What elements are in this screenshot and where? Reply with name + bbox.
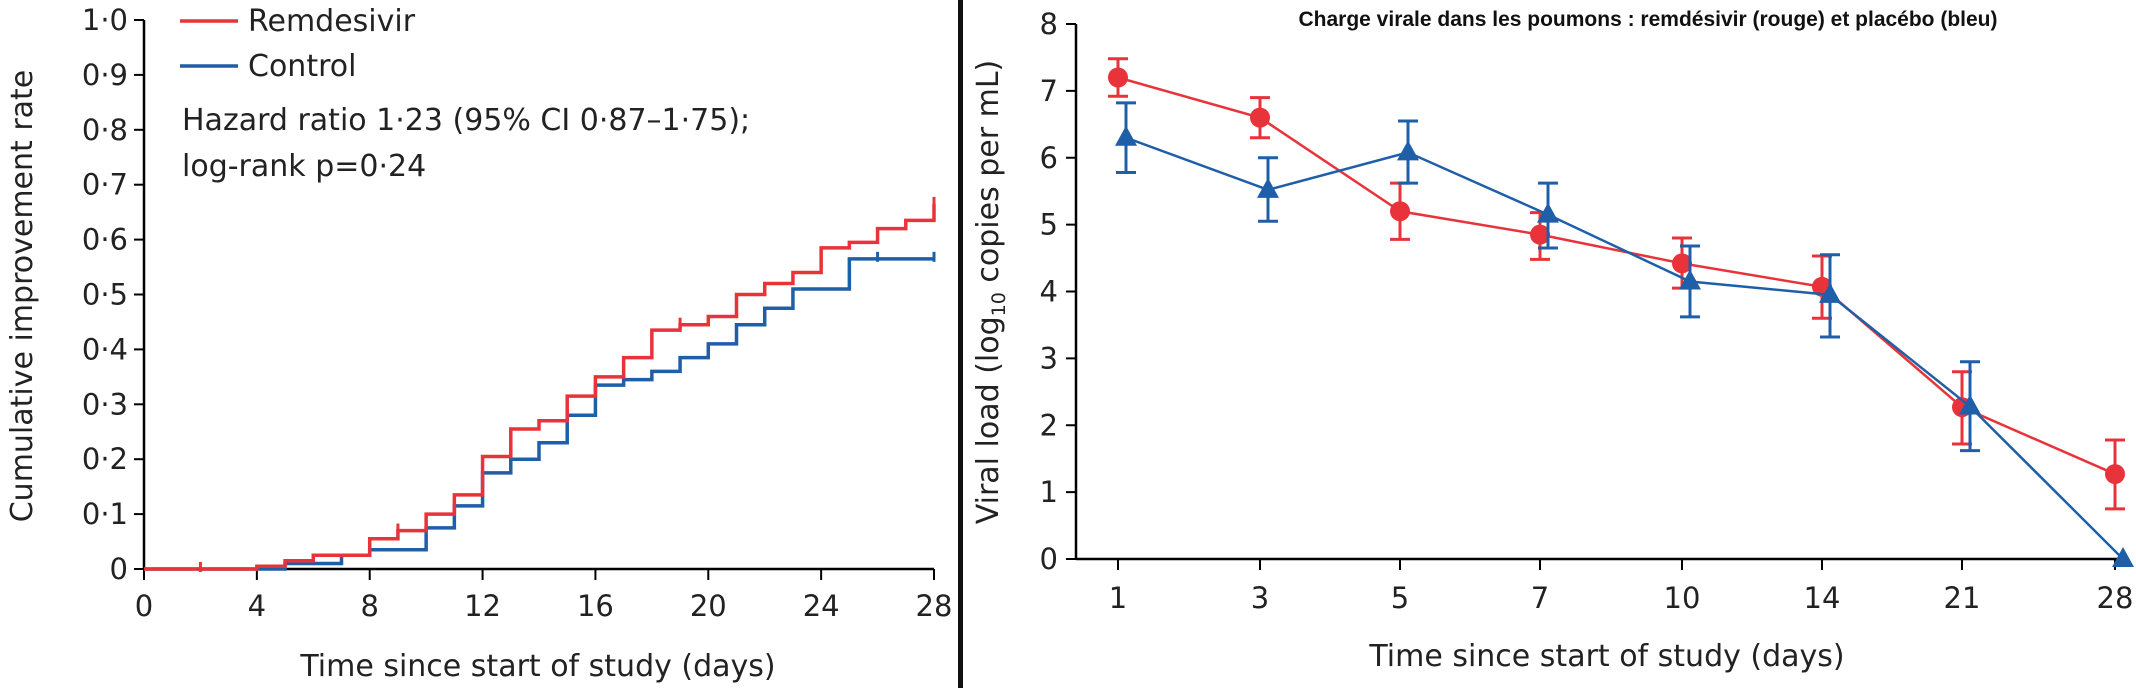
km-series <box>144 196 936 572</box>
vl-x-tick-label: 5 <box>1391 581 1409 615</box>
vl-x-tick-label: 10 <box>1664 581 1701 615</box>
km-y-axis-label: Cumulative improvement rate <box>5 70 40 523</box>
legend-label-control: Control <box>248 49 356 84</box>
vl-y-ticks: 0 1 2 3 4 5 6 7 8 <box>1040 7 1076 576</box>
km-line-control <box>144 257 934 571</box>
vl-y-axis-label: Viral load (log10 copies per mL) <box>971 60 1010 524</box>
vl-y-tick-label: 0 <box>1040 542 1058 576</box>
vl-series <box>1108 57 2134 567</box>
km-y-tick-label: 0·6 <box>82 223 128 257</box>
panel-divider <box>958 0 963 688</box>
vl-point-circle <box>1530 224 1550 245</box>
legend-label-remdesivir: Remdesivir <box>248 4 416 39</box>
km-x-tick-label: 28 <box>916 589 953 623</box>
km-x-tick-label: 0 <box>135 589 153 623</box>
km-y-tick-label: 0·8 <box>82 113 128 147</box>
vl-point-triangle <box>1959 394 1981 415</box>
km-panel: 0 0·1 0·2 0·3 0·4 0·5 0·6 0·7 0·8 0·9 1·0 0 4 8 12 16 2… <box>5 3 952 684</box>
vl-y-tick-label: 3 <box>1040 341 1058 375</box>
km-x-tick-label: 24 <box>803 589 840 623</box>
vl-x-axis-label: Time since start of study (days) <box>1368 639 1844 674</box>
vl-point-triangle <box>1115 125 1137 146</box>
viral-load-title: Charge virale dans les poumons : remdési… <box>1299 8 1998 31</box>
km-y-tick-label: 0 <box>110 552 128 586</box>
vl-y-tick-label: 5 <box>1040 208 1058 242</box>
km-x-tick-label: 12 <box>464 589 501 623</box>
vl-point-triangle <box>1679 269 1701 290</box>
km-x-tick-label: 16 <box>577 589 614 623</box>
vl-point-triangle <box>1257 177 1279 198</box>
vl-x-tick-label: 1 <box>1109 581 1127 615</box>
vl-point-circle <box>1250 107 1270 128</box>
vl-x-tick-label: 28 <box>2097 581 2134 615</box>
vl-line-triangle <box>1125 136 2124 560</box>
hazard-ratio-annotation: Hazard ratio 1·23 (95% CI 0·87–1·75); <box>182 103 750 138</box>
vl-y-tick-label: 4 <box>1040 275 1058 309</box>
vl-point-circle <box>2105 464 2125 485</box>
km-y-tick-label: 0·2 <box>82 442 128 476</box>
vl-point-triangle <box>2112 547 2134 567</box>
vl-y-tick-label: 8 <box>1040 7 1058 41</box>
vl-point-triangle <box>1537 202 1559 223</box>
km-y-tick-label: 0·9 <box>82 58 128 92</box>
km-y-tick-label: 0·3 <box>82 387 128 421</box>
vl-line-circle <box>1117 76 2116 476</box>
vl-y-tick-label: 6 <box>1040 141 1058 175</box>
vl-point-circle <box>1390 201 1410 222</box>
km-y-tick-label: 0·5 <box>82 278 128 312</box>
vl-x-tick-label: 14 <box>1804 581 1841 615</box>
logrank-annotation: log-rank p=0·24 <box>182 149 426 184</box>
km-line-remdesivir <box>144 203 936 571</box>
km-legend: Remdesivir Control <box>180 4 416 84</box>
km-y-tick-label: 0·4 <box>82 332 128 366</box>
vl-x-tick-label: 3 <box>1251 581 1269 615</box>
viral-load-panel: Charge virale dans les poumons : remdési… <box>971 7 2134 674</box>
vl-point-circle <box>1672 253 1692 274</box>
km-x-ticks: 0 4 8 12 16 20 24 28 <box>135 569 953 623</box>
vl-y-tick-label: 1 <box>1040 475 1058 509</box>
km-x-tick-label: 4 <box>248 589 266 623</box>
vl-x-tick-label: 7 <box>1531 581 1549 615</box>
km-x-tick-label: 8 <box>360 589 378 623</box>
km-y-tick-label: 1·0 <box>82 3 128 37</box>
vl-point-triangle <box>1397 140 1419 161</box>
vl-y-tick-label: 7 <box>1040 74 1058 108</box>
km-x-axis-label: Time since start of study (days) <box>299 649 775 684</box>
vl-point-circle <box>1108 67 1128 88</box>
km-y-tick-label: 0·7 <box>82 168 128 202</box>
vl-y-tick-label: 2 <box>1040 408 1058 442</box>
km-y-tick-label: 0·1 <box>82 497 128 531</box>
km-y-ticks: 0 0·1 0·2 0·3 0·4 0·5 0·6 0·7 0·8 0·9 1·0 <box>82 3 144 586</box>
km-x-tick-label: 20 <box>690 589 727 623</box>
vl-point-triangle <box>1819 282 1841 303</box>
vl-x-ticks: 1 3 5 7 10 14 21 28 <box>1109 559 2134 615</box>
vl-x-tick-label: 21 <box>1944 581 1981 615</box>
